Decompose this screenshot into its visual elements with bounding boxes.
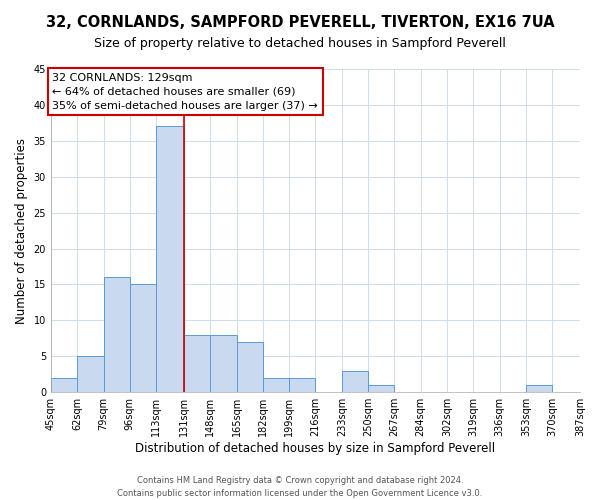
- Bar: [156, 126, 184, 392]
- Text: 32 CORNLANDS: 129sqm
← 64% of detached houses are smaller (69)
35% of semi-detac: 32 CORNLANDS: 129sqm ← 64% of detached h…: [52, 72, 318, 110]
- X-axis label: Distribution of detached houses by size in Sampford Peverell: Distribution of detached houses by size …: [136, 442, 496, 455]
- Bar: [236, 342, 263, 392]
- Bar: [184, 334, 210, 392]
- Bar: [104, 278, 130, 392]
- Bar: [368, 385, 394, 392]
- Text: Contains HM Land Registry data © Crown copyright and database right 2024.
Contai: Contains HM Land Registry data © Crown c…: [118, 476, 482, 498]
- Bar: [526, 385, 552, 392]
- Bar: [77, 356, 104, 392]
- Bar: [51, 378, 77, 392]
- Bar: [342, 370, 368, 392]
- Bar: [263, 378, 289, 392]
- Bar: [289, 378, 316, 392]
- Text: 32, CORNLANDS, SAMPFORD PEVERELL, TIVERTON, EX16 7UA: 32, CORNLANDS, SAMPFORD PEVERELL, TIVERT…: [46, 15, 554, 30]
- Bar: [210, 334, 236, 392]
- Y-axis label: Number of detached properties: Number of detached properties: [15, 138, 28, 324]
- Text: Size of property relative to detached houses in Sampford Peverell: Size of property relative to detached ho…: [94, 38, 506, 51]
- Bar: [130, 284, 156, 392]
